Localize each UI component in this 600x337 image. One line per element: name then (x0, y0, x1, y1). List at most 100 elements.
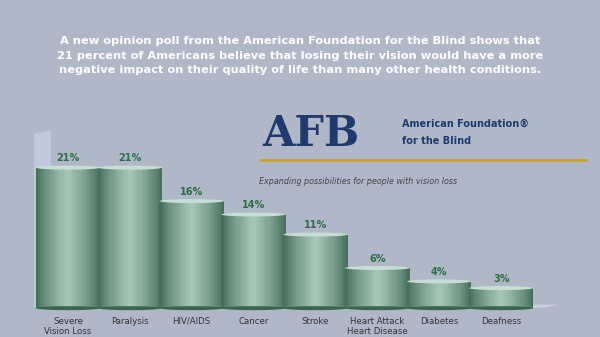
Bar (38, 167, 40, 308)
Text: 11%: 11% (304, 220, 327, 231)
Text: 6%: 6% (369, 254, 386, 264)
Bar (335, 235, 337, 308)
Bar (433, 281, 435, 308)
Bar (364, 268, 367, 308)
Bar (294, 235, 296, 308)
Bar (413, 281, 416, 308)
Bar (49, 167, 51, 308)
Bar (377, 268, 380, 308)
Ellipse shape (283, 306, 347, 310)
Bar (313, 235, 316, 308)
Bar (482, 288, 484, 308)
Bar (527, 288, 529, 308)
Bar (191, 201, 194, 308)
Bar (273, 214, 275, 308)
Bar (168, 201, 170, 308)
Bar (422, 281, 424, 308)
Bar (198, 201, 200, 308)
Bar (271, 214, 273, 308)
Bar (384, 268, 386, 308)
Bar (130, 167, 132, 308)
Text: 3%: 3% (493, 274, 509, 284)
Bar (454, 281, 457, 308)
Ellipse shape (221, 306, 286, 310)
Bar (98, 167, 100, 308)
Bar (452, 281, 454, 308)
Bar (44, 167, 46, 308)
Bar (100, 167, 102, 308)
Bar (265, 214, 266, 308)
Bar (121, 167, 124, 308)
Text: 16%: 16% (180, 187, 203, 197)
Bar (395, 268, 397, 308)
Bar (110, 167, 113, 308)
Bar (140, 167, 143, 308)
Bar (145, 167, 147, 308)
Bar (164, 201, 166, 308)
Bar (260, 214, 262, 308)
Bar (151, 167, 154, 308)
Bar (64, 167, 66, 308)
Bar (301, 235, 302, 308)
Bar (70, 167, 72, 308)
Bar (349, 268, 352, 308)
Text: for the Blind: for the Blind (403, 136, 472, 146)
Text: 21%: 21% (56, 153, 80, 163)
Bar (469, 281, 472, 308)
Bar (461, 281, 463, 308)
Bar (211, 201, 213, 308)
Bar (386, 268, 388, 308)
Bar (161, 201, 164, 308)
Bar (307, 235, 309, 308)
Text: 21%: 21% (118, 153, 142, 163)
Ellipse shape (283, 233, 347, 237)
Bar (113, 167, 115, 308)
Bar (125, 167, 128, 308)
Bar (343, 235, 346, 308)
Bar (418, 281, 420, 308)
Bar (493, 288, 495, 308)
Bar (281, 214, 284, 308)
Bar (66, 167, 68, 308)
Bar (431, 281, 433, 308)
Bar (196, 201, 198, 308)
Bar (200, 201, 202, 308)
Bar (508, 288, 510, 308)
Ellipse shape (469, 286, 533, 290)
Bar (104, 167, 106, 308)
Bar (505, 288, 508, 308)
Bar (407, 268, 410, 308)
Bar (523, 288, 525, 308)
Bar (407, 281, 409, 308)
Bar (488, 288, 490, 308)
Bar (170, 201, 172, 308)
Bar (87, 167, 89, 308)
Bar (254, 214, 256, 308)
Bar (277, 214, 280, 308)
Ellipse shape (345, 266, 410, 270)
Bar (175, 201, 176, 308)
Bar (380, 268, 382, 308)
Bar (490, 288, 493, 308)
Text: Stroke: Stroke (302, 317, 329, 326)
Bar (486, 288, 488, 308)
Bar (427, 281, 428, 308)
Bar (409, 281, 412, 308)
Bar (91, 167, 94, 308)
Bar (74, 167, 76, 308)
Bar (155, 167, 158, 308)
Bar (190, 201, 191, 308)
Bar (311, 235, 313, 308)
Bar (81, 167, 83, 308)
Bar (239, 214, 241, 308)
Text: Paralysis: Paralysis (111, 317, 149, 326)
Bar (443, 281, 446, 308)
Bar (305, 235, 307, 308)
Bar (446, 281, 448, 308)
Bar (346, 235, 347, 308)
Bar (529, 288, 531, 308)
Bar (262, 214, 265, 308)
Bar (516, 288, 518, 308)
Bar (331, 235, 332, 308)
Bar (497, 288, 499, 308)
